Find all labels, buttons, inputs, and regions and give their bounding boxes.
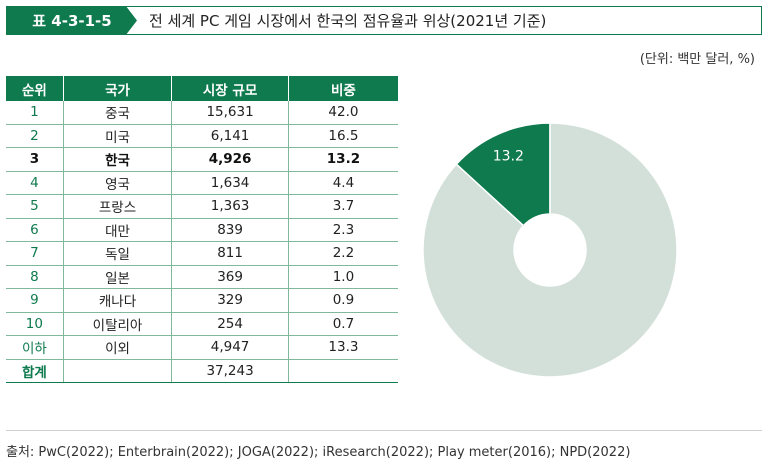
table-row: 합계 37,243 (6, 359, 398, 383)
cell-share: 1.0 (288, 265, 398, 289)
cell-country: 이외 (63, 335, 173, 360)
cell-market-size: 1,363 (171, 194, 289, 219)
cell-rank: 8 (6, 265, 64, 289)
cell-market-size: 369 (171, 265, 289, 289)
table-row: 10 이탈리아 254 0.7 (6, 312, 398, 336)
cell-share: 2.2 (288, 241, 398, 266)
cell-market-size: 15,631 (171, 101, 289, 125)
cell-rank: 6 (6, 218, 64, 242)
donut-data-label: 13.2 (493, 148, 524, 164)
table-row: 2 미국 6,141 16.5 (6, 124, 398, 148)
cell-market-size: 4,926 (171, 147, 289, 172)
cell-share: 13.3 (288, 335, 398, 360)
cell-share: 16.5 (288, 124, 398, 148)
cell-market-size: 329 (171, 288, 289, 313)
table-row: 4 영국 1,634 4.4 (6, 171, 398, 195)
market-share-table: 순위 국가 시장 규모 비중 1 중국 15,631 42.0 2 미국 6,141 16.5… (6, 76, 398, 383)
cell-share (288, 359, 398, 383)
cell-share: 4.4 (288, 171, 398, 195)
cell-rank: 9 (6, 288, 64, 313)
cell-share: 42.0 (288, 101, 398, 125)
header-rank: 순위 (6, 76, 64, 101)
cell-market-size: 1,634 (171, 171, 289, 195)
table-title: 전 세계 PC 게임 시장에서 한국의 점유율과 위상(2021년 기준) (149, 12, 547, 30)
cell-rank: 1 (6, 101, 64, 125)
cell-share: 0.7 (288, 312, 398, 336)
table-number-tag: 표 4-3-1-5 (7, 7, 137, 34)
cell-market-size: 254 (171, 312, 289, 336)
header-market-size: 시장 규모 (171, 76, 289, 101)
cell-rank: 4 (6, 171, 64, 195)
cell-rank: 7 (6, 241, 64, 266)
cell-country: 일본 (63, 265, 173, 289)
donut-slice-others (422, 122, 678, 378)
cell-country: 대만 (63, 218, 173, 242)
cell-share: 3.7 (288, 194, 398, 219)
unit-note: (단위: 백만 달러, %) (639, 52, 755, 67)
cell-share: 0.9 (288, 288, 398, 313)
donut-chart: 13.2 (420, 120, 680, 384)
table-row: 7 독일 811 2.2 (6, 241, 398, 266)
cell-country: 독일 (63, 241, 173, 266)
cell-rank: 3 (6, 147, 64, 172)
cell-market-size: 6,141 (171, 124, 289, 148)
cell-rank: 2 (6, 124, 64, 148)
source-divider (6, 430, 762, 431)
table-row: 1 중국 15,631 42.0 (6, 101, 398, 125)
header-country: 국가 (63, 76, 173, 101)
cell-rank: 합계 (6, 359, 64, 383)
table-row: 이하 이외 4,947 13.3 (6, 335, 398, 360)
table-row: 3 한국 4,926 13.2 (6, 147, 398, 172)
cell-country: 이탈리아 (63, 312, 173, 336)
cell-country: 영국 (63, 171, 173, 195)
donut-slice-korea (455, 122, 551, 227)
cell-country: 캐나다 (63, 288, 173, 313)
cell-country: 미국 (63, 124, 173, 148)
cell-share: 2.3 (288, 218, 398, 242)
cell-market-size: 839 (171, 218, 289, 242)
cell-share: 13.2 (288, 147, 398, 172)
cell-country: 중국 (63, 101, 173, 125)
cell-market-size: 37,243 (171, 359, 289, 383)
cell-country (63, 359, 173, 383)
table-row: 8 일본 369 1.0 (6, 265, 398, 289)
cell-market-size: 811 (171, 241, 289, 266)
table-header-row: 순위 국가 시장 규모 비중 (6, 76, 398, 101)
table-title-bar: 표 4-3-1-5 전 세계 PC 게임 시장에서 한국의 점유율과 위상(20… (6, 6, 762, 35)
source-note: 출처: PwC(2022); Enterbrain(2022); JOGA(20… (6, 445, 631, 460)
table-row: 5 프랑스 1,363 3.7 (6, 194, 398, 219)
cell-market-size: 4,947 (171, 335, 289, 360)
cell-rank: 이하 (6, 335, 64, 360)
cell-country: 프랑스 (63, 194, 173, 219)
header-share: 비중 (288, 76, 398, 101)
table-row: 9 캐나다 329 0.9 (6, 288, 398, 313)
cell-rank: 5 (6, 194, 64, 219)
cell-rank: 10 (6, 312, 64, 336)
donut-chart-svg: 13.2 (422, 122, 678, 378)
table-row: 6 대만 839 2.3 (6, 218, 398, 242)
cell-country: 한국 (63, 147, 173, 172)
